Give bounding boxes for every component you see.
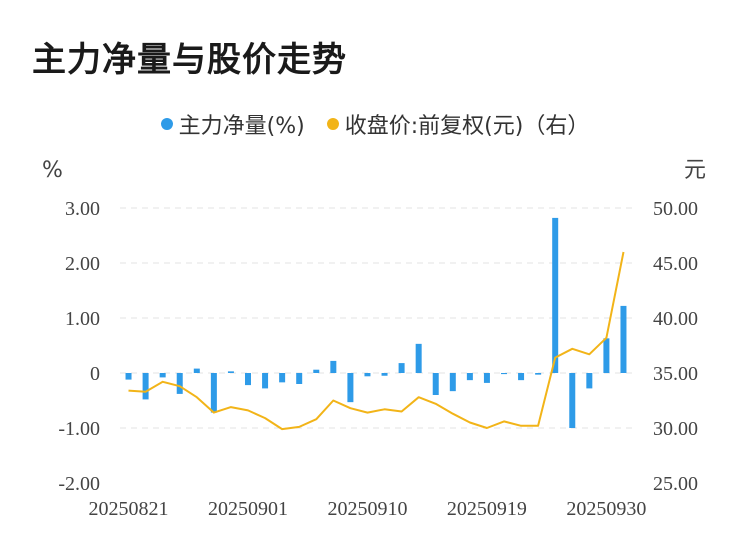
right-tick-label: 30.00	[653, 418, 698, 440]
net-volume-bar	[210, 373, 217, 413]
net-volume-bar	[535, 373, 542, 375]
net-volume-bar	[193, 368, 200, 373]
net-volume-bar	[245, 373, 251, 386]
net-volume-bar	[586, 373, 593, 389]
net-volume-bar	[449, 373, 456, 392]
left-axis-unit: %	[42, 158, 63, 183]
x-tick-label: 20250930	[566, 498, 646, 520]
chart-title: 主力净量与股价走势	[32, 40, 347, 80]
legend-label-close-price: 收盘价:前复权(元)（右）	[344, 114, 590, 139]
x-tick-label: 20250901	[208, 498, 288, 520]
net-volume-bar	[466, 373, 473, 381]
right-tick-label: 35.00	[653, 363, 698, 385]
legend-line-dot-icon	[326, 118, 339, 130]
net-volume-bar	[125, 373, 132, 380]
net-volume-bar	[501, 373, 507, 375]
left-tick-label: 2.00	[65, 253, 100, 275]
net-volume-bar	[296, 373, 303, 384]
legend-label-net-volume: 主力净量(%)	[178, 114, 305, 139]
net-volume-bar	[518, 373, 525, 381]
legend-item-close-price[interactable]: 收盘价:前复权(元)（右）	[326, 108, 590, 140]
net-volume-bar	[552, 217, 559, 373]
net-volume-bar	[159, 373, 166, 378]
net-volume-bar	[415, 343, 422, 373]
right-tick-label: 45.00	[653, 253, 698, 275]
net-volume-bar	[279, 373, 286, 383]
legend: 主力净量(%) 收盘价:前复权(元)（右）	[0, 108, 750, 140]
net-volume-bar	[330, 360, 337, 373]
net-volume-bar	[603, 338, 610, 373]
close-price-line	[128, 251, 625, 431]
x-tick-label: 20250821	[89, 498, 169, 520]
left-tick-label: 0	[90, 363, 100, 385]
net-volume-bar	[620, 305, 627, 373]
left-tick-label: -2.00	[58, 473, 100, 495]
right-tick-label: 50.00	[653, 198, 698, 220]
right-tick-label: 40.00	[653, 308, 698, 330]
left-tick-label: 3.00	[65, 198, 100, 220]
net-volume-bar	[398, 363, 405, 373]
net-volume-bar	[569, 373, 576, 428]
net-volume-bar	[227, 371, 234, 373]
net-volume-bar	[381, 373, 388, 376]
net-volume-bar	[347, 373, 354, 403]
net-volume-bar	[142, 373, 149, 400]
net-volume-bar	[313, 369, 320, 373]
right-tick-label: 25.00	[653, 473, 698, 495]
right-axis-unit: 元	[684, 158, 706, 183]
x-tick-label: 20250919	[447, 498, 527, 520]
left-tick-label: 1.00	[65, 308, 100, 330]
net-volume-bar	[432, 373, 439, 395]
legend-bar-dot-icon	[160, 118, 173, 130]
net-volume-bar	[364, 373, 371, 377]
left-tick-label: -1.00	[58, 418, 100, 440]
x-tick-label: 20250910	[327, 498, 407, 520]
net-volume-bar	[176, 373, 183, 394]
net-volume-bar	[262, 373, 269, 389]
net-volume-bar	[483, 373, 490, 383]
legend-item-net-volume[interactable]: 主力净量(%)	[160, 108, 305, 140]
